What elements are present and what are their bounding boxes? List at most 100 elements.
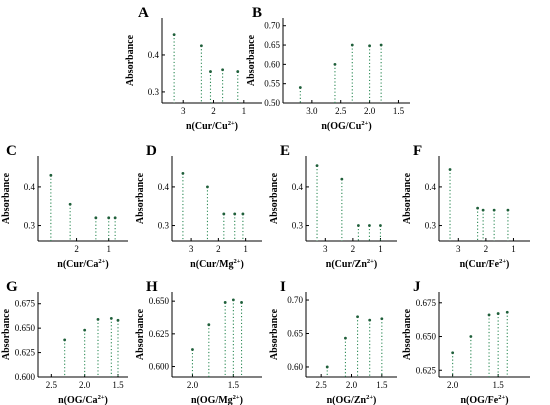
data-point (94, 216, 98, 220)
panel-j: 0.625 0.650 0.675 2.0 1.5 Absorbance n(OG/Fe2+… (402, 279, 530, 405)
x-axis-label: n(OG/Ca2+) (58, 394, 108, 405)
data-point (356, 315, 359, 319)
y-tick-label: 0.625 (149, 329, 170, 339)
x-axis-label-main: n(Cur/Ca (57, 259, 98, 270)
x-axis-label-sup: 2+ (499, 258, 506, 265)
data-point (172, 33, 176, 37)
data-point (199, 44, 203, 48)
data-point (96, 317, 100, 321)
x-axis-label-end: ) (374, 259, 377, 270)
x-axis-label-end: ) (505, 395, 508, 405)
data-point (209, 70, 212, 73)
x-axis-label-end: ) (105, 395, 108, 405)
data-point (206, 185, 209, 189)
y-tick-label: 0.650 (149, 296, 170, 306)
x-tick-label: 1.5 (228, 380, 240, 390)
x-axis-label-main: n(Cur/Mg (190, 259, 233, 270)
panel-letter: J (413, 279, 421, 295)
panel-letter: C (6, 143, 17, 159)
x-axis-label-sup: 2+ (228, 120, 235, 127)
x-axis-label-main: n(Cur/Fe (460, 259, 500, 270)
panel-letter: A (138, 5, 149, 21)
x-axis-label: n(OG/Zn2+) (327, 394, 377, 405)
x-axis-label-end: ) (506, 259, 509, 270)
y-tick-label: 0.4 (425, 182, 437, 192)
y-tick-label: 0.3 (292, 221, 304, 231)
y-tick-label: 0.55 (264, 79, 280, 89)
data-point (476, 206, 480, 210)
x-axis-label-sup: 2+ (98, 394, 105, 401)
panel-h: 0.600 0.625 0.650 2.0 1.5 Absorbance n(OG/Mg2+… (135, 279, 262, 405)
x-axis-label: n(Cur/Ca2+) (57, 258, 108, 270)
y-axis-label: Absorbance (1, 172, 12, 224)
x-axis-label: n(OG/Mg2+) (191, 394, 243, 405)
panel-g: 0.600 0.625 0.650 0.675 2.5 2.0 1.5 Absorbance n… (1, 279, 128, 405)
x-axis-label-main: n(OG/Fe (460, 395, 498, 405)
data-point (492, 208, 496, 212)
y-tick-label: 0.4 (158, 182, 170, 192)
x-tick-label: 2 (74, 244, 79, 254)
x-tick-label: 3 (323, 244, 328, 254)
panel-a: 0.3 0.4 3 2 1 Absorbance n(Cur/Cu2+) A (125, 5, 262, 132)
panel-i: 0.60 0.65 0.70 2.5 2.0 1.5 Absorbance n(OG/Zn2+… (269, 279, 397, 405)
data-point (83, 328, 87, 332)
x-axis-label-sup: 2+ (361, 120, 368, 127)
data-point (240, 301, 243, 304)
data-point (344, 336, 347, 340)
data-point (223, 301, 227, 304)
y-tick-label: 0.3 (148, 87, 160, 97)
x-tick-label: 2.5 (335, 106, 347, 116)
x-axis-label: n(OG/Cu2+) (321, 120, 371, 132)
x-axis-label-end: ) (368, 121, 371, 132)
data-point (469, 335, 473, 338)
panel-f: 0.3 0.4 3 2 1 Absorbance n(Cur/Fe2+) F (402, 143, 530, 270)
data-point (506, 208, 510, 212)
x-tick-label: 3 (189, 244, 194, 254)
x-tick-label: 2 (351, 244, 356, 254)
data-point (233, 212, 237, 216)
panel-d: 0.3 0.4 3 2 1 Absorbance n(Cur/Mg2+) D (135, 143, 262, 270)
data-point (448, 168, 452, 171)
data-point (379, 224, 382, 227)
y-tick-label: 0.625 (416, 365, 437, 375)
y-axis-label: Absorbance (246, 34, 257, 86)
x-tick-label: 1.5 (376, 380, 388, 390)
x-axis-label-main: n(OG/Ca (58, 395, 97, 405)
x-tick-label: 2 (216, 244, 221, 254)
data-point (113, 216, 117, 220)
x-axis-label-sup: 2+ (98, 258, 105, 265)
data-point (451, 351, 455, 355)
x-tick-label: 1 (378, 244, 383, 254)
data-point (221, 68, 225, 72)
data-point (481, 208, 485, 212)
y-tick-label: 0.650 (416, 332, 437, 342)
x-tick-label: 1.5 (112, 380, 124, 390)
panel-letter: B (252, 5, 262, 21)
data-point (191, 348, 194, 351)
x-axis-label: n(Cur/Fe2+) (460, 258, 510, 270)
x-axis-label-end: ) (240, 259, 243, 270)
y-axis-label: Absorbance (402, 308, 413, 360)
y-axis-label: Absorbance (269, 308, 280, 360)
x-tick-label: 2.0 (364, 106, 376, 116)
x-axis-label-main: n(Cur/Cu (186, 121, 228, 132)
data-point (236, 70, 240, 73)
y-tick-label: 0.60 (264, 59, 280, 69)
y-axis-label: Absorbance (125, 34, 136, 86)
x-tick-label: 1.5 (493, 380, 505, 390)
x-tick-label: 3.0 (306, 106, 318, 116)
y-tick-label: 0.70 (264, 21, 280, 31)
panel-b: 0.50 0.55 0.60 0.65 0.70 3.0 2.5 2.0 1.5 Absorban… (246, 5, 410, 132)
data-point (368, 224, 371, 227)
y-tick-label: 0.3 (425, 221, 437, 231)
data-point (496, 312, 500, 315)
x-tick-label: 2.5 (316, 380, 328, 390)
x-axis-label-end: ) (235, 121, 238, 132)
x-axis-label-sup: 2+ (234, 258, 241, 265)
data-point (379, 43, 383, 47)
data-point (325, 365, 329, 369)
y-axis-label: Absorbance (135, 308, 146, 360)
x-tick-label: 2 (484, 244, 489, 254)
y-axis-label: Absorbance (269, 172, 280, 224)
data-point (222, 212, 226, 216)
